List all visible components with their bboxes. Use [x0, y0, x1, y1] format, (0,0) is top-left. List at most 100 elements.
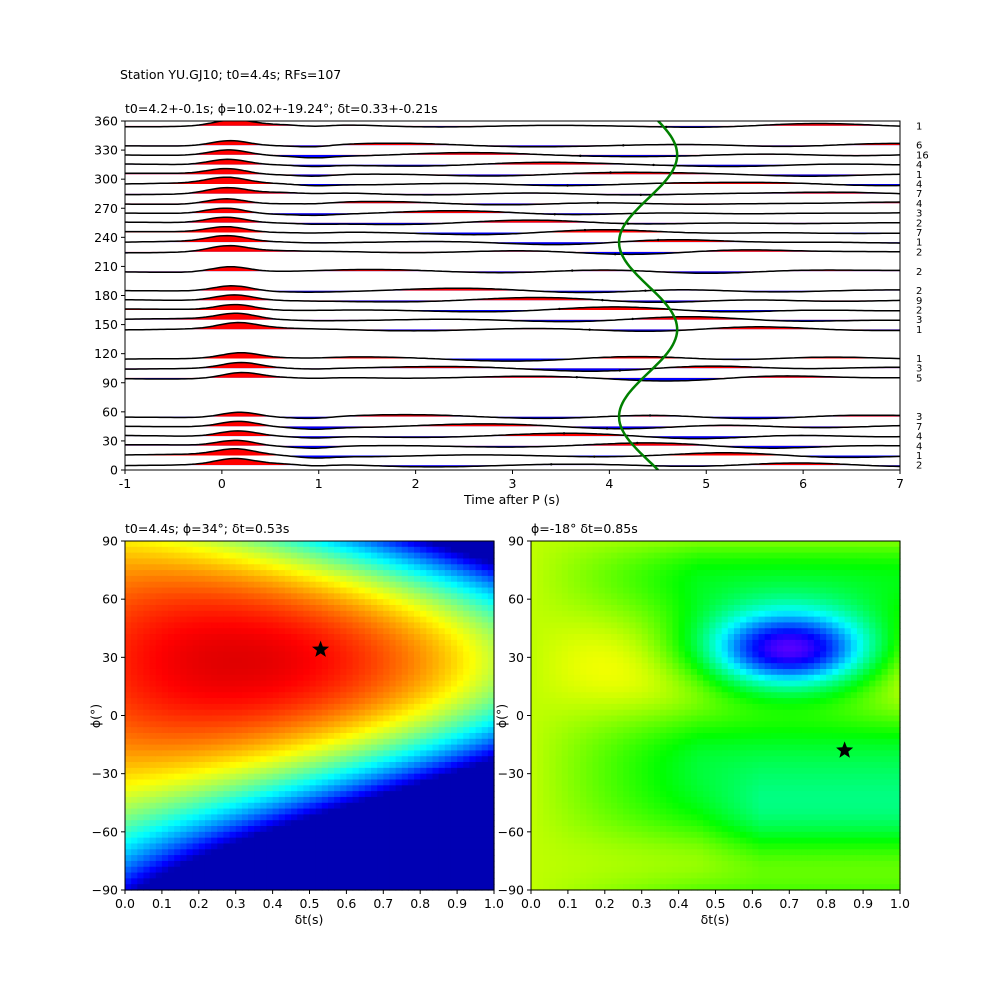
heatmap-cell [364, 715, 372, 722]
heatmap-cell [457, 674, 464, 682]
heatmap-cell [580, 587, 587, 594]
heatmap-cell [487, 651, 495, 658]
heatmap-cell [543, 808, 551, 815]
heatmap-cell [617, 657, 624, 664]
heatmap-cell [586, 651, 594, 658]
heatmap-cell [407, 668, 415, 676]
heatmap-cell [321, 802, 329, 810]
heatmap-cell [377, 628, 384, 635]
heatmap-cell [598, 587, 606, 594]
trace-line [125, 121, 900, 128]
heatmap-cell [383, 703, 391, 711]
heatmap-cell [371, 843, 378, 850]
heatmap-cell [414, 599, 421, 606]
heatmap-cell [327, 796, 335, 804]
heatmap-cell [340, 604, 347, 612]
heatmap-cell [389, 808, 397, 815]
heatmap-cell [426, 773, 434, 781]
heatmap-cell [531, 785, 538, 792]
heatmap-cell [235, 715, 243, 722]
heatmap-cell [254, 843, 261, 850]
heatmap-cell [426, 756, 434, 763]
heatmap-cell [641, 599, 649, 606]
heatmap-cell [161, 564, 169, 571]
heatmap-cell [297, 860, 304, 868]
heatmap-cell [272, 698, 280, 705]
heatmap-cell [327, 866, 335, 874]
heatmap-cell [432, 791, 440, 798]
heatmap-cell [475, 680, 483, 688]
heatmap-cell [592, 721, 600, 728]
heatmap-cell [561, 791, 569, 798]
heatmap-cell [604, 645, 612, 653]
heatmap-cell [629, 814, 637, 821]
heatmap-cell [204, 820, 212, 827]
heatmap-cell [131, 558, 138, 565]
heatmap-cell [641, 622, 649, 629]
heatmap-cell [241, 855, 249, 862]
heatmap-cell [229, 703, 237, 711]
heatmap-cell [610, 843, 618, 850]
heatmap-cell [450, 802, 458, 810]
heatmap-cell [174, 849, 181, 856]
heatmap-cell [211, 698, 218, 705]
heatmap-cell [352, 564, 360, 571]
heatmap-cell [598, 855, 606, 862]
heatmap-cell [407, 878, 415, 885]
heatmap-cell [241, 634, 249, 641]
heatmap-cell [131, 750, 138, 757]
heatmap-cell [168, 575, 175, 583]
heatmap-cell [555, 866, 563, 874]
rf-x-ticks: -1 0 1 2 3 4 5 6 7 [119, 470, 904, 491]
heatmap-cell [580, 872, 587, 879]
heatmap-cell [383, 645, 391, 653]
heatmap-cell [383, 657, 391, 664]
heatmap-cell [463, 686, 470, 693]
heatmap-cell [555, 616, 563, 624]
heatmap-cell [291, 738, 298, 746]
heatmap-cell [297, 663, 304, 670]
heatmap-cell [549, 546, 557, 554]
heatmap-cell [321, 878, 329, 885]
heatmap-cell [327, 651, 335, 658]
heatmap-cell [223, 808, 231, 815]
heatmap-cell [229, 645, 237, 653]
heatmap-cell [395, 884, 403, 891]
heatmap-cell [346, 785, 354, 792]
heatmap-cell [297, 628, 304, 635]
heatmap-cell [327, 692, 335, 699]
heatmap-cell [629, 872, 637, 879]
heatmap-cell [235, 831, 243, 839]
heatmap-cell [284, 831, 292, 839]
heatmap-cell [192, 587, 200, 594]
heatmap-cell [561, 622, 569, 629]
heatmap-cell [463, 628, 470, 635]
heatmap-cell [303, 796, 311, 804]
heatmap-cell [186, 616, 194, 624]
heatmap-cell [426, 814, 434, 821]
heatmap-cell [131, 738, 138, 746]
heatmap-cell [610, 570, 618, 577]
heatmap-cell [340, 767, 347, 775]
heatmap-cell [389, 639, 397, 647]
heatmap-cell [161, 634, 169, 641]
heatmap-cell [420, 680, 427, 688]
heatmap-cell [346, 796, 354, 804]
heatmap-cell [229, 738, 237, 746]
heatmap-cell [420, 767, 427, 775]
heatmap-cell [278, 639, 286, 647]
heatmap-cell [168, 884, 175, 891]
heatmap-cell [284, 668, 292, 676]
heatmap-cell [358, 872, 366, 879]
heatmap-cell [450, 628, 458, 635]
heatmap-cell [315, 599, 323, 606]
heatmap-cell [487, 884, 495, 891]
rf-panel-title: t0=4.2+-0.1s; ϕ=10.02+-19.24°; δt=0.33+-… [125, 101, 438, 116]
heatmap-cell [260, 622, 268, 629]
heatmap-cell [647, 599, 655, 606]
heatmap-cell [432, 721, 440, 728]
heatmap-cell [641, 703, 649, 711]
heatmap-cell [469, 634, 477, 641]
heatmap-cell [629, 657, 637, 664]
heatmap-cell [352, 767, 360, 775]
